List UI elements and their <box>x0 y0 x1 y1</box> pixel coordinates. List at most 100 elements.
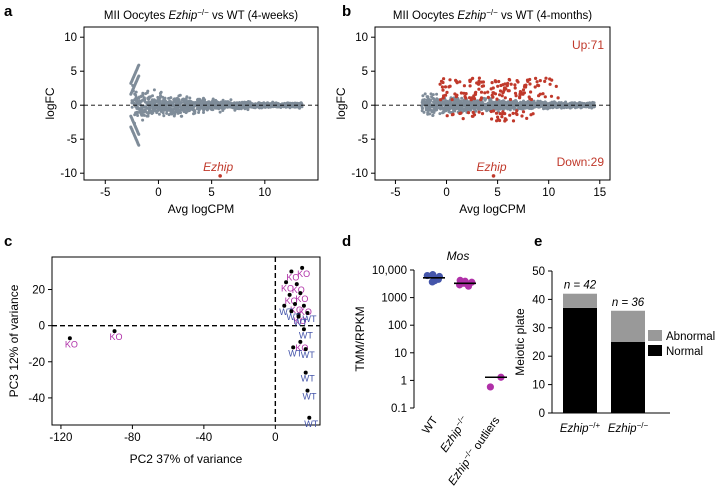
up-gene-point <box>494 80 498 84</box>
down-gene-point <box>503 117 507 121</box>
sample-point <box>67 336 72 341</box>
down-gene-point <box>500 112 504 116</box>
group-gene: Ezhip <box>438 424 465 455</box>
gene-point <box>548 101 552 105</box>
gene-point <box>459 99 463 103</box>
gene-point <box>226 103 230 107</box>
gene-point <box>130 99 134 103</box>
sample-label-ko: KO <box>65 339 78 349</box>
category-label: Ezhip−/− <box>608 421 649 435</box>
gene-point <box>425 98 429 102</box>
up-gene-point <box>528 77 532 82</box>
sample-label-wt: WT <box>286 312 300 322</box>
x-tick-label: 5 <box>494 187 500 199</box>
n-count-label: n = 36 <box>612 297 645 309</box>
gene-point <box>156 97 160 101</box>
up-gene-point <box>513 83 517 87</box>
group-gene: Ezhip <box>446 457 473 487</box>
gene-point <box>500 101 504 104</box>
gene-point <box>144 92 148 96</box>
plot-title: Mos <box>447 249 470 263</box>
gene-point <box>498 102 501 106</box>
plot-title: MII Oocytes Ezhip−/− vs WT (4-weeks) <box>104 8 298 22</box>
pca-plot: KOKOKOKOKOKOKOKOKOKOKOKOWTWTWTWTWTWTWTWT… <box>7 256 321 466</box>
plot-title: MII Oocytes Ezhip−/− vs WT (4-months) <box>393 8 592 22</box>
point-cloud <box>420 76 597 123</box>
gene-point <box>458 105 462 108</box>
y-tick-label: -20 <box>28 357 45 369</box>
sample-point <box>305 388 310 393</box>
gene-point <box>200 107 204 110</box>
point-cloud <box>129 63 304 147</box>
ma-plot-4-months: MII Oocytes Ezhip−/− vs WT (4-months)Ezh… <box>334 8 611 216</box>
up-gene-point <box>550 78 554 82</box>
gene-point <box>188 106 192 110</box>
gene-point <box>218 110 222 114</box>
gene-point <box>134 111 138 115</box>
down-gene-point <box>520 114 524 118</box>
gene-point <box>244 105 248 109</box>
gene-point <box>151 111 155 115</box>
up-gene-point <box>503 82 507 86</box>
gene-point <box>173 107 177 111</box>
gene-point <box>171 103 174 107</box>
gene-point <box>475 105 479 109</box>
down-gene-point <box>461 117 465 121</box>
gene-point <box>178 93 182 97</box>
gene-point <box>137 63 141 67</box>
down-gene-point <box>503 112 507 116</box>
y-tick-label: 10 <box>532 380 545 392</box>
gene-point <box>215 99 218 103</box>
legend-swatch-normal <box>648 345 662 356</box>
group-suffix: outliers <box>470 415 503 455</box>
sample-point <box>289 309 294 314</box>
up-gene-point <box>503 96 507 100</box>
gene-point <box>202 96 205 100</box>
bar-abnormal <box>611 310 645 342</box>
up-gene-point <box>507 89 511 93</box>
gene-point <box>229 98 233 102</box>
gene-point <box>553 102 557 106</box>
y-tick-label: 0 <box>71 100 77 112</box>
gene-point <box>195 107 199 111</box>
sample-label-wt: WT <box>294 318 308 328</box>
gene-point <box>172 114 176 118</box>
y-axis-label: logFC <box>43 87 57 119</box>
gene-point <box>214 102 218 106</box>
up-gene-point <box>543 79 547 83</box>
gene-point <box>185 106 189 110</box>
up-gene-point <box>477 76 481 80</box>
up-gene-point <box>521 88 526 92</box>
gene-point <box>145 114 149 118</box>
x-axis-label: PC2 37% of variance <box>130 452 243 466</box>
up-gene-point <box>508 97 513 102</box>
x-axis-label: Avg logCPM <box>459 202 525 216</box>
gene-point <box>165 111 169 115</box>
gene-point <box>518 102 522 106</box>
gene-point <box>146 96 150 100</box>
gene-point <box>161 95 165 99</box>
gene-point <box>592 101 596 105</box>
x-tick-label: -40 <box>196 432 213 444</box>
gene-point <box>492 106 496 110</box>
gene-point <box>491 102 495 106</box>
gene-point <box>501 106 505 110</box>
up-gene-point <box>491 91 495 95</box>
sample-label-wt: WT <box>288 348 302 358</box>
up-gene-point <box>495 97 499 101</box>
up-gene-point <box>556 96 560 100</box>
sample-point <box>291 345 296 350</box>
gene-point <box>134 99 138 103</box>
gene-point <box>261 104 265 108</box>
up-gene-point <box>438 82 442 86</box>
gene-point <box>207 105 211 109</box>
up-gene-point <box>490 81 494 85</box>
gene-point <box>438 112 442 116</box>
gene-point <box>476 101 480 105</box>
sample-point <box>282 303 287 308</box>
up-gene-point <box>477 79 481 83</box>
down-gene-point <box>471 110 475 114</box>
gene-point <box>162 114 166 118</box>
up-gene-point <box>470 96 474 100</box>
